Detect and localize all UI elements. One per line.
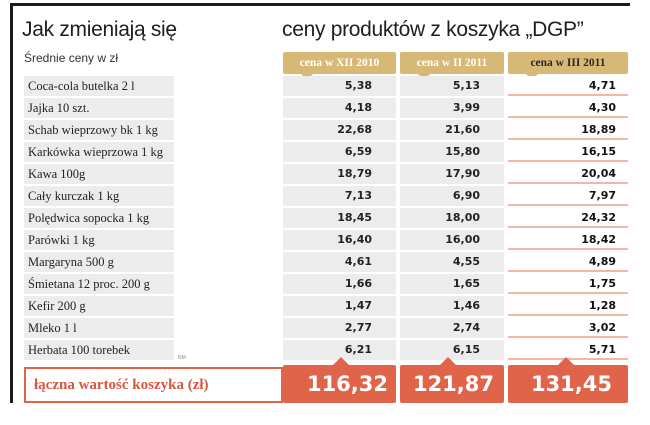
price-xii-2010: 2,77 <box>283 318 396 338</box>
total-iii-2011: 131,45 <box>508 357 628 403</box>
total-pointer-icon <box>558 357 574 365</box>
table-row: Kefir 200 g 1,47 1,46 1,28 <box>0 296 650 316</box>
table-row: Margaryna 500 g 4,61 4,55 4,89 <box>0 252 650 272</box>
total-value: 121,87 <box>412 372 494 396</box>
credit: RM <box>178 355 186 361</box>
price-ii-2011: 2,74 <box>400 318 504 338</box>
table-row: Jajka 10 szt. 4,18 3,99 4,30 <box>0 98 650 118</box>
product-label: Polędwica sopocka 1 kg <box>24 208 174 228</box>
total-value: 131,45 <box>530 372 612 396</box>
total-pointer-icon <box>440 357 456 365</box>
column-header-label: cena w XII 2010 <box>299 57 380 69</box>
price-ii-2011: 21,60 <box>400 120 504 140</box>
price-ii-2011: 18,00 <box>400 208 504 228</box>
price-xii-2010: 1,47 <box>283 296 396 316</box>
price-xii-2010: 7,13 <box>283 186 396 206</box>
table-row: Śmietana 12 proc. 200 g 1,66 1,65 1,75 <box>0 274 650 294</box>
price-ii-2011: 6,15 <box>400 340 504 360</box>
product-label: Jajka 10 szt. <box>24 98 174 118</box>
price-xii-2010: 18,79 <box>283 164 396 184</box>
price-iii-2011: 1,75 <box>508 274 628 294</box>
price-xii-2010: 5,38 <box>283 76 396 96</box>
price-xii-2010: 16,40 <box>283 230 396 250</box>
product-label: Karkówka wieprzowa 1 kg <box>24 142 174 162</box>
total-xii-2010: 116,32 <box>283 357 396 403</box>
column-header-xii-2010: cena w XII 2010 <box>283 52 396 80</box>
table-row: Coca-cola butelka 2 l 5,38 5,13 4,71 <box>0 76 650 96</box>
price-ii-2011: 15,80 <box>400 142 504 162</box>
price-ii-2011: 5,13 <box>400 76 504 96</box>
price-ii-2011: 4,55 <box>400 252 504 272</box>
frame-top-rule <box>10 3 630 6</box>
price-iii-2011: 4,71 <box>508 76 628 96</box>
column-header-ii-2011: cena w II 2011 <box>400 52 504 80</box>
table-row: Polędwica sopocka 1 kg 18,45 18,00 24,32 <box>0 208 650 228</box>
table-row: Parówki 1 kg 16,40 16,00 18,42 <box>0 230 650 250</box>
price-xii-2010: 4,18 <box>283 98 396 118</box>
title-left: Jak zmieniają się <box>22 18 177 41</box>
column-header-label: cena w II 2011 <box>416 57 488 69</box>
table-row: Kawa 100g 18,79 17,90 20,04 <box>0 164 650 184</box>
product-label: Herbata 100 torebek <box>24 340 174 360</box>
table-row: Herbata 100 torebek 6,21 6,15 5,71 <box>0 340 650 360</box>
product-label: Kefir 200 g <box>24 296 174 316</box>
price-ii-2011: 3,99 <box>400 98 504 118</box>
product-label: Schab wieprzowy bk 1 kg <box>24 120 174 140</box>
title-right: ceny produktów z koszyka „DGP” <box>282 18 584 41</box>
price-xii-2010: 22,68 <box>283 120 396 140</box>
price-ii-2011: 1,65 <box>400 274 504 294</box>
product-label: Margaryna 500 g <box>24 252 174 272</box>
product-label: Śmietana 12 proc. 200 g <box>24 274 174 294</box>
price-xii-2010: 4,61 <box>283 252 396 272</box>
total-pointer-icon <box>333 357 349 365</box>
total-label: łączna wartość koszyka (zł) <box>24 367 283 403</box>
product-label: Kawa 100g <box>24 164 174 184</box>
table-row: Cały kurczak 1 kg 7,13 6,90 7,97 <box>0 186 650 206</box>
price-iii-2011: 7,97 <box>508 186 628 206</box>
product-label: Parówki 1 kg <box>24 230 174 250</box>
price-ii-2011: 1,46 <box>400 296 504 316</box>
price-ii-2011: 6,90 <box>400 186 504 206</box>
table-row: Mleko 1 l 2,77 2,74 3,02 <box>0 318 650 338</box>
price-iii-2011: 3,02 <box>508 318 628 338</box>
price-iii-2011: 4,30 <box>508 98 628 118</box>
price-iii-2011: 1,28 <box>508 296 628 316</box>
price-xii-2010: 6,21 <box>283 340 396 360</box>
total-ii-2011: 121,87 <box>400 357 504 403</box>
product-label: Mleko 1 l <box>24 318 174 338</box>
table-row: Schab wieprzowy bk 1 kg 22,68 21,60 18,89 <box>0 120 650 140</box>
table-row: Karkówka wieprzowa 1 kg 6,59 15,80 16,15 <box>0 142 650 162</box>
price-ii-2011: 17,90 <box>400 164 504 184</box>
total-value: 116,32 <box>306 372 388 396</box>
product-label: Cały kurczak 1 kg <box>24 186 174 206</box>
price-iii-2011: 4,89 <box>508 252 628 272</box>
price-xii-2010: 1,66 <box>283 274 396 294</box>
column-header-label: cena w III 2011 <box>530 57 606 69</box>
price-xii-2010: 6,59 <box>283 142 396 162</box>
subtitle: Średnie ceny w zł <box>24 51 119 65</box>
product-label: Coca-cola butelka 2 l <box>24 76 174 96</box>
price-iii-2011: 24,32 <box>508 208 628 228</box>
frame-left-rule <box>10 3 13 403</box>
price-iii-2011: 18,42 <box>508 230 628 250</box>
price-iii-2011: 18,89 <box>508 120 628 140</box>
price-xii-2010: 18,45 <box>283 208 396 228</box>
price-iii-2011: 20,04 <box>508 164 628 184</box>
column-header-iii-2011: cena w III 2011 <box>508 52 628 80</box>
price-ii-2011: 16,00 <box>400 230 504 250</box>
price-iii-2011: 16,15 <box>508 142 628 162</box>
